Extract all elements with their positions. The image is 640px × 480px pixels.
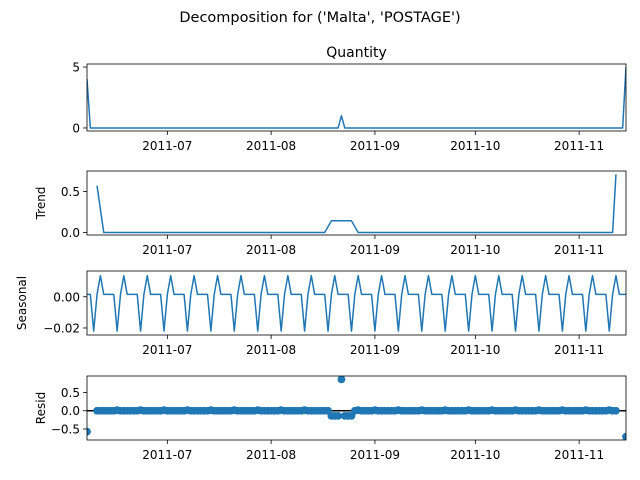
x-tick-label: 2011-09 bbox=[350, 343, 400, 357]
panel-resid: Resid 0.5 0.0 −0.5 2011-07 2011-08 2011-09 2011… bbox=[34, 375, 627, 462]
axes-frame bbox=[86, 375, 627, 441]
plot-area bbox=[87, 67, 626, 129]
x-tick-label: 2011-07 bbox=[142, 343, 192, 357]
x-tick-label: 2011-11 bbox=[554, 343, 604, 357]
x-tick-label: 2011-08 bbox=[246, 343, 296, 357]
x-tick-label: 2011-11 bbox=[554, 243, 604, 257]
x-tick-label: 2011-10 bbox=[450, 343, 500, 357]
x-tick-label: 2011-07 bbox=[142, 448, 192, 462]
x-tick-label: 2011-08 bbox=[246, 243, 296, 257]
x-tick-label: 2011-10 bbox=[450, 243, 500, 257]
y-tick-label: 0.5 bbox=[61, 386, 80, 400]
resid-point bbox=[337, 376, 346, 384]
plot-area bbox=[87, 274, 626, 332]
figure-suptitle: Decomposition for ('Malta', 'POSTAGE') bbox=[179, 10, 460, 26]
axes-frame bbox=[86, 63, 627, 132]
y-tick-label: −0.5 bbox=[51, 423, 80, 437]
resid-point bbox=[612, 406, 620, 415]
resid-point bbox=[87, 427, 91, 436]
x-tick-label: 2011-09 bbox=[350, 243, 400, 257]
panel-title: Quantity bbox=[326, 45, 387, 61]
axes-frame bbox=[86, 270, 627, 336]
y-tick-label: 5 bbox=[72, 61, 80, 75]
y-axis-label: Trend bbox=[34, 187, 48, 221]
panel-trend: Trend 0.0 0.5 2011-07 2011-08 2011-09 2011-10 2… bbox=[34, 170, 627, 257]
y-axis-label: Resid bbox=[34, 392, 48, 424]
resid-point bbox=[622, 432, 626, 440]
x-tick-label: 2011-07 bbox=[142, 139, 192, 153]
x-tick-label: 2011-07 bbox=[142, 243, 192, 257]
panels-group: Quantity 0 5 2011-07 2011-08 2011-09 2011-10 20… bbox=[15, 45, 627, 462]
series-line bbox=[87, 67, 626, 129]
plot-area bbox=[87, 376, 626, 440]
x-tick-label: 2011-09 bbox=[350, 139, 400, 153]
x-tick-label: 2011-08 bbox=[246, 448, 296, 462]
series-line bbox=[87, 274, 626, 332]
x-tick-label: 2011-11 bbox=[554, 448, 604, 462]
y-tick-label: 0.0 bbox=[61, 404, 80, 418]
x-tick-label: 2011-11 bbox=[554, 139, 604, 153]
y-tick-label: 0 bbox=[72, 121, 80, 135]
plot-area bbox=[96, 174, 617, 234]
panel-quantity: Quantity 0 5 2011-07 2011-08 2011-09 2011-10 20… bbox=[72, 45, 627, 153]
y-tick-label: −0.02 bbox=[43, 321, 80, 335]
resid-point bbox=[334, 411, 342, 420]
y-tick-label: 0.00 bbox=[53, 290, 80, 304]
x-tick-label: 2011-10 bbox=[450, 448, 500, 462]
x-tick-label: 2011-08 bbox=[246, 139, 296, 153]
x-tick-label: 2011-09 bbox=[350, 448, 400, 462]
series-line bbox=[96, 174, 617, 234]
y-tick-label: 0.5 bbox=[61, 185, 80, 199]
x-tick-label: 2011-10 bbox=[450, 139, 500, 153]
panel-seasonal: Seasonal 0.00 −0.02 2011-07 2011-08 2011-09 20… bbox=[15, 270, 627, 357]
axes-frame bbox=[86, 170, 627, 236]
y-tick-label: 0.0 bbox=[61, 226, 80, 240]
y-axis-label: Seasonal bbox=[15, 276, 29, 330]
